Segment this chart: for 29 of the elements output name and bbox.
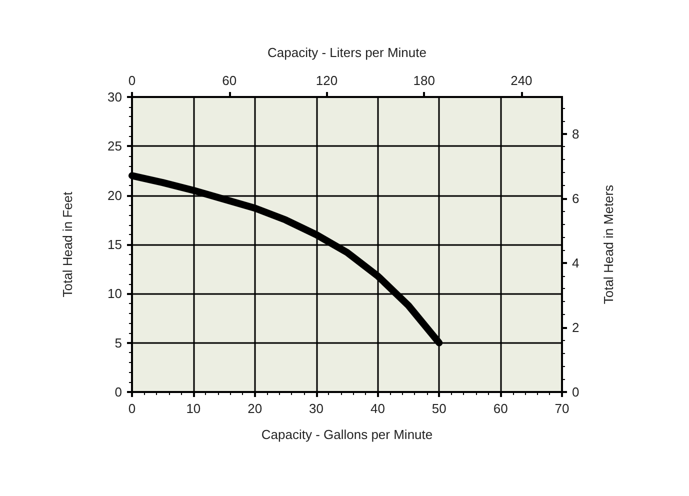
y-tick-label: 5 (114, 335, 122, 350)
y-axis-title: Total Head in Feet (60, 191, 75, 298)
x2-tick-label: 180 (413, 73, 435, 88)
x-tick-label: 50 (432, 401, 446, 416)
y2-tick-label: 6 (572, 190, 580, 206)
y2-axis-title: Total Head in Meters (601, 184, 616, 304)
y2-tick-label: 4 (572, 255, 580, 270)
x-tick-label: 60 (493, 401, 508, 416)
x-axis-title: Capacity - Gallons per Minute (261, 427, 433, 442)
x-tick-label: 10 (186, 401, 201, 416)
x-tick-label: 20 (248, 401, 262, 416)
y2-tick-label: 2 (572, 320, 580, 335)
x2-tick-label: 60 (222, 73, 237, 88)
y-tick-label: 10 (108, 286, 122, 302)
x2-tick-label: 240 (510, 73, 532, 88)
x-tick-label: 40 (370, 401, 385, 416)
y-tick-label: 30 (108, 90, 122, 104)
y-tick-label: 15 (108, 237, 122, 252)
y-tick-label: 0 (114, 384, 122, 400)
x2-axis-title: Capacity - Liters per Minute (268, 45, 426, 60)
x-tick-label: 70 (554, 401, 570, 416)
y-tick-label: 25 (108, 138, 122, 154)
x2-tick-label: 0 (128, 73, 136, 88)
x-tick-label: 0 (128, 401, 136, 416)
y2-tick-label: 8 (572, 126, 580, 142)
x2-tick-label: 120 (316, 73, 338, 88)
y-tick-label: 20 (108, 188, 122, 203)
x-tick-label: 30 (309, 401, 324, 416)
y2-tick-label: 0 (572, 384, 580, 400)
